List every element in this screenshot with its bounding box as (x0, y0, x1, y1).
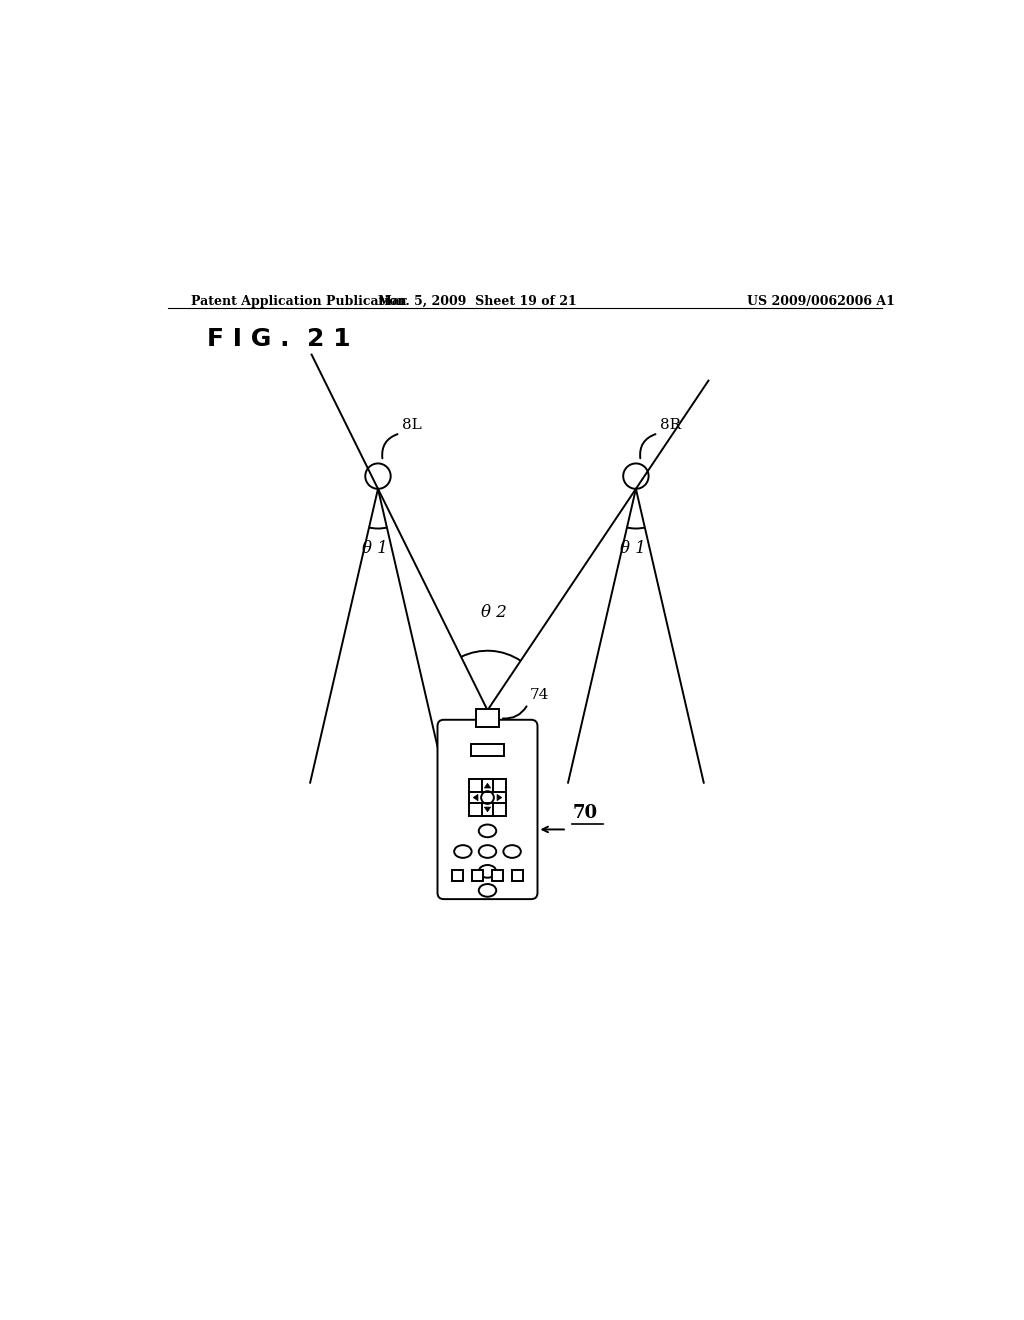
Ellipse shape (504, 845, 521, 858)
Bar (512, 870, 523, 880)
Polygon shape (484, 807, 490, 812)
Bar (492, 870, 503, 880)
Text: 70: 70 (572, 804, 598, 821)
Ellipse shape (479, 845, 497, 858)
Bar (481, 779, 494, 816)
Ellipse shape (479, 884, 497, 896)
Text: US 2009/0062006 A1: US 2009/0062006 A1 (748, 296, 895, 308)
Text: Patent Application Publication: Patent Application Publication (191, 296, 407, 308)
Polygon shape (497, 795, 502, 801)
Bar (453, 870, 463, 880)
Text: 74: 74 (529, 688, 549, 702)
Bar (472, 870, 483, 880)
Bar (469, 792, 506, 804)
Polygon shape (484, 783, 490, 788)
Ellipse shape (479, 865, 497, 878)
Bar (471, 743, 504, 756)
FancyBboxPatch shape (476, 709, 499, 727)
Text: θ 1: θ 1 (620, 540, 646, 557)
Bar (469, 779, 506, 816)
Ellipse shape (455, 845, 472, 858)
Text: θ 1: θ 1 (362, 540, 388, 557)
Text: 8L: 8L (401, 417, 422, 432)
FancyBboxPatch shape (437, 719, 538, 899)
Text: F I G .  2 1: F I G . 2 1 (207, 327, 351, 351)
Ellipse shape (479, 825, 497, 837)
Polygon shape (473, 795, 478, 801)
Text: 8R: 8R (659, 417, 681, 432)
Text: θ 2: θ 2 (481, 605, 507, 622)
Text: Mar. 5, 2009  Sheet 19 of 21: Mar. 5, 2009 Sheet 19 of 21 (378, 296, 577, 308)
